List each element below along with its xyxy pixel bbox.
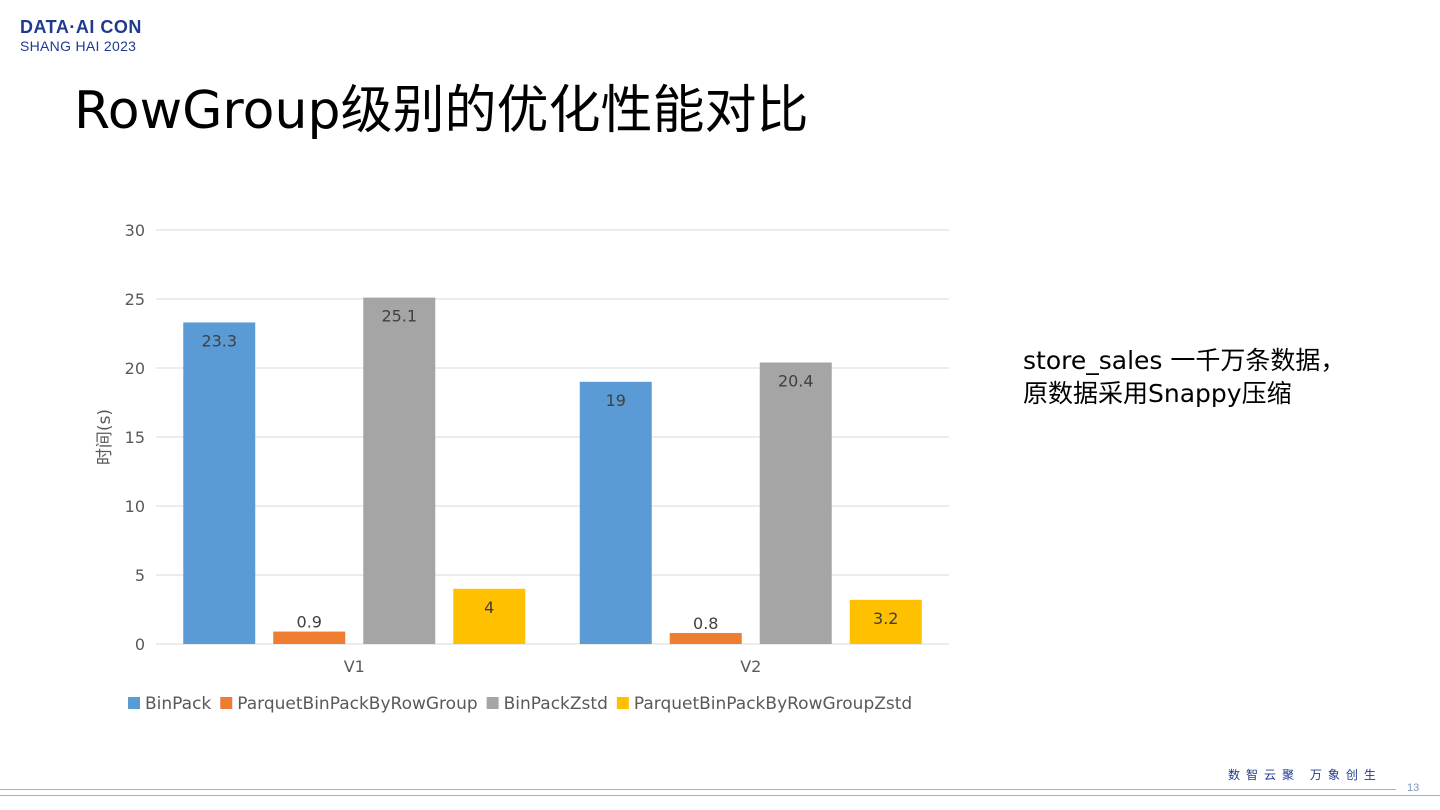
- data-label: 3.2: [873, 609, 898, 628]
- x-axis-ticks: V1 V2: [344, 657, 762, 676]
- footer-slogan: 数智云聚 万象创生: [1228, 768, 1382, 782]
- y-tick-label: 20: [125, 359, 145, 378]
- bars: [183, 297, 922, 644]
- legend-swatch: [616, 697, 629, 709]
- data-label: 23.3: [201, 331, 237, 350]
- legend-label: ParquetBinPackByRowGroupZstd: [634, 694, 912, 714]
- data-label: 0.8: [693, 614, 718, 633]
- bar: [273, 631, 346, 644]
- note-line-2: 原数据采用Snappy压缩: [1023, 379, 1292, 408]
- dataset-note: store_sales 一千万条数据， 原数据采用Snappy压缩: [1023, 344, 1345, 410]
- legend-swatch: [128, 697, 140, 709]
- legend-label: BinPack: [145, 694, 211, 714]
- bar: [363, 297, 436, 644]
- legend: BinPack ParquetBinPackByRowGroup BinPackZs…: [128, 694, 912, 714]
- y-tick-label: 5: [135, 566, 145, 585]
- bar: [579, 381, 652, 644]
- bar: [183, 322, 256, 644]
- y-axis-label: 时间(s): [95, 409, 115, 465]
- x-tick-label: V1: [344, 657, 365, 676]
- data-label: 0.9: [297, 613, 322, 632]
- y-axis-ticks: 0 5 10 15 20 25 30: [125, 221, 145, 654]
- legend-swatch: [486, 697, 499, 709]
- bar: [849, 599, 922, 644]
- footer-divider: [0, 789, 1396, 790]
- y-tick-label: 0: [135, 635, 145, 654]
- x-tick-label: V2: [740, 657, 761, 676]
- event-logo: DATA·AI CON SHANG HAI 2023: [20, 18, 142, 53]
- y-tick-label: 30: [125, 221, 145, 240]
- page-number: 13: [1407, 782, 1420, 794]
- data-label: 20.4: [778, 371, 814, 390]
- data-labels: 23.3 0.9 25.1 4 19 0.8 20.4 3.2: [201, 307, 898, 633]
- data-label: 25.1: [381, 307, 417, 326]
- y-tick-label: 10: [125, 497, 145, 516]
- slide-title: RowGroup级别的优化性能对比: [74, 81, 809, 141]
- bar: [453, 588, 526, 644]
- logo-text-line2: SHANG HAI 2023: [20, 38, 137, 54]
- data-label: 4: [484, 598, 494, 617]
- y-tick-label: 25: [125, 290, 145, 309]
- legend-label: ParquetBinPackByRowGroup: [237, 694, 477, 714]
- footer-divider-bottom: [0, 795, 1440, 796]
- legend-swatch: [220, 697, 233, 709]
- logo-text-line1: DATA·AI CON: [20, 17, 142, 37]
- bar: [759, 362, 832, 644]
- y-tick-label: 15: [125, 428, 145, 447]
- data-label: 19: [606, 391, 626, 410]
- note-line-1: store_sales 一千万条数据，: [1023, 346, 1346, 375]
- legend-label: BinPackZstd: [504, 694, 608, 714]
- bar: [669, 632, 742, 644]
